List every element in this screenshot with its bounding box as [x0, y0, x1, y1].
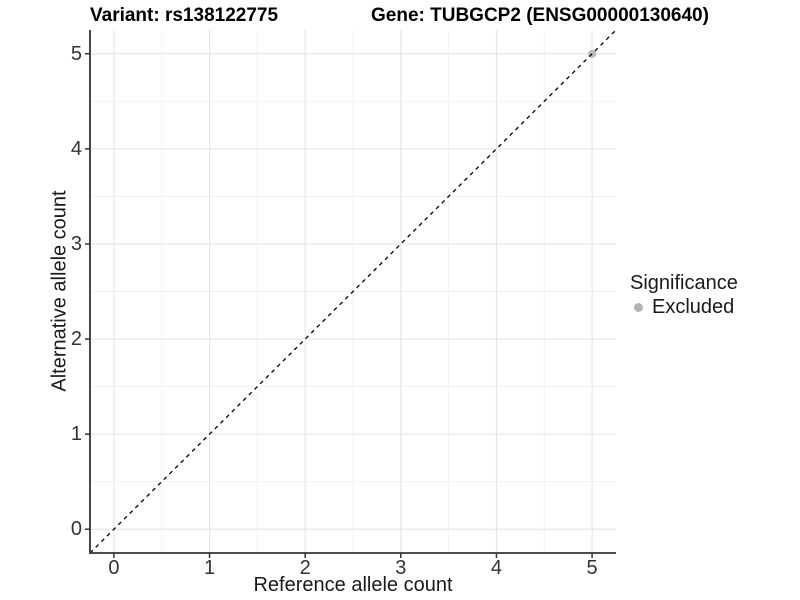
- x-tick-label: 5: [586, 557, 598, 579]
- y-axis-title: Alternative allele count: [48, 190, 71, 392]
- x-tick-label: 0: [108, 557, 120, 579]
- legend-key: [630, 302, 647, 312]
- y-tick-label: 1: [70, 423, 82, 446]
- y-tick-label: 0: [70, 518, 82, 541]
- x-tick-label: 1: [203, 557, 216, 579]
- x-tick-label: 3: [395, 557, 407, 579]
- y-tick-label: 3: [70, 232, 82, 255]
- y-tick-label: 2: [70, 328, 82, 351]
- legend: Significance Excluded: [630, 272, 738, 319]
- identity-line: [89, 29, 617, 554]
- legend-dot-icon: [634, 302, 643, 312]
- legend-item-excluded: Excluded: [630, 295, 738, 319]
- x-tick-label: 4: [490, 557, 503, 579]
- y-tick-label: 5: [70, 42, 82, 65]
- y-tick-label: 4: [70, 137, 82, 160]
- gene-title: Gene: TUBGCP2 (ENSG00000130640): [371, 5, 709, 26]
- legend-item-label: Excluded: [652, 295, 735, 318]
- x-tick-label: 2: [299, 557, 311, 579]
- x-axis-title: Reference allele count: [253, 574, 453, 596]
- legend-title: Significance: [630, 272, 738, 294]
- variant-title: Variant: rs138122775: [90, 5, 279, 26]
